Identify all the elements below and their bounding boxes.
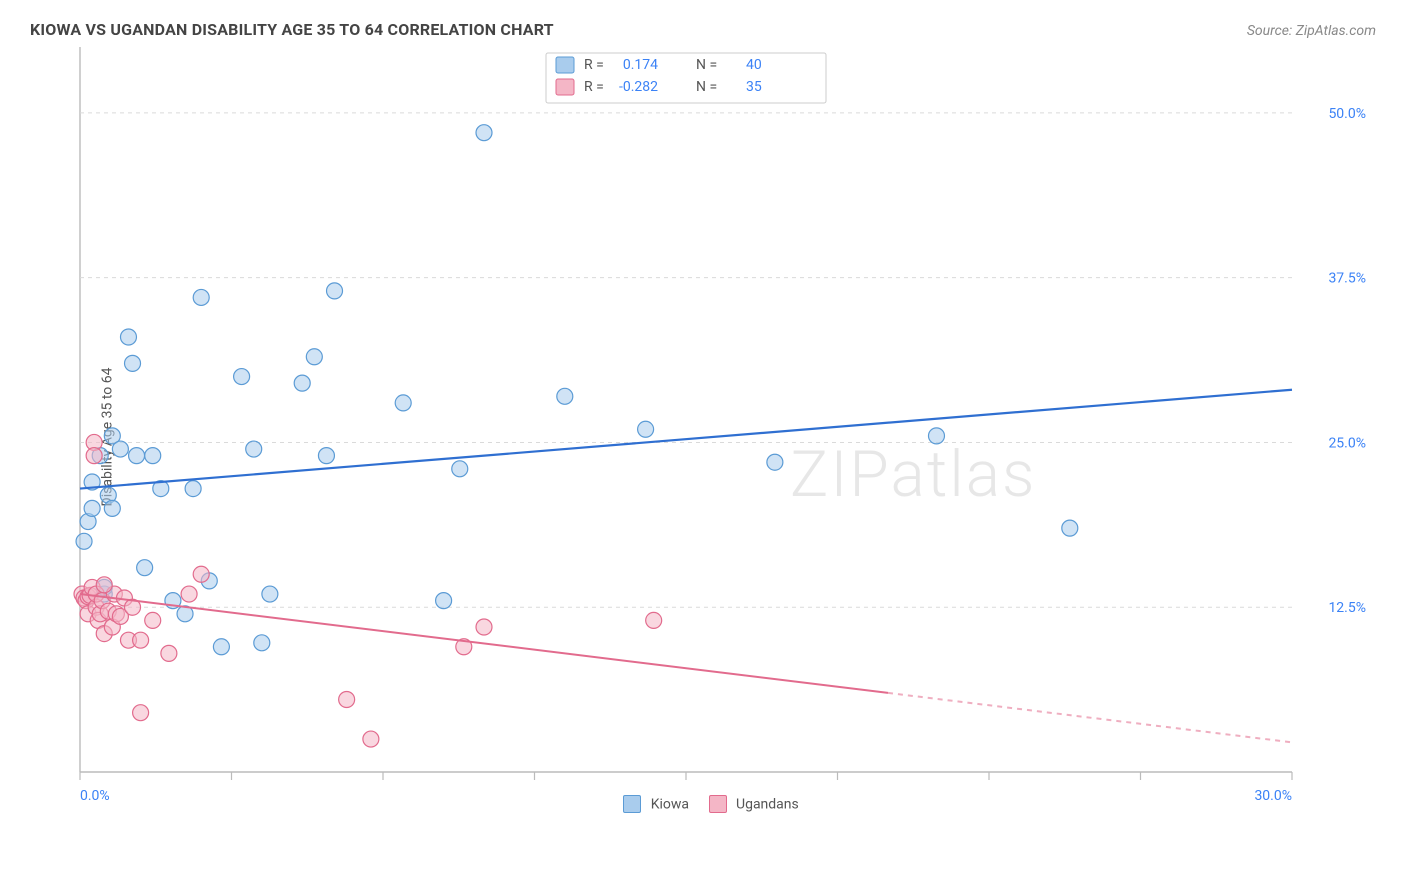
svg-text:R =: R = bbox=[584, 57, 604, 73]
legend-swatch-ugandans bbox=[709, 795, 727, 813]
bottom-legend: Kiowa Ugandans bbox=[30, 795, 1376, 815]
page: KIOWA VS UGANDAN DISABILITY AGE 35 TO 64… bbox=[0, 0, 1406, 892]
svg-text:50.0%: 50.0% bbox=[1328, 106, 1366, 122]
svg-text:37.5%: 37.5% bbox=[1328, 271, 1366, 287]
svg-text:0.174: 0.174 bbox=[623, 57, 658, 73]
chart-header: KIOWA VS UGANDAN DISABILITY AGE 35 TO 64… bbox=[30, 20, 1376, 39]
svg-text:25.0%: 25.0% bbox=[1328, 435, 1366, 451]
svg-text:35: 35 bbox=[746, 79, 762, 95]
svg-text:N =: N = bbox=[696, 57, 717, 73]
legend-label-ugandans: Ugandans bbox=[736, 797, 799, 813]
chart-title: KIOWA VS UGANDAN DISABILITY AGE 35 TO 64… bbox=[30, 20, 554, 39]
svg-text:40: 40 bbox=[746, 57, 762, 73]
legend-swatch-kiowa bbox=[623, 795, 641, 813]
svg-text:12.5%: 12.5% bbox=[1328, 600, 1366, 616]
svg-text:N =: N = bbox=[696, 79, 717, 95]
svg-text:-0.282: -0.282 bbox=[619, 79, 658, 95]
chart-source: Source: ZipAtlas.com bbox=[1247, 23, 1376, 39]
chart-svg: 12.5%25.0%37.5%50.0%0.0%30.0%R =0.174N =… bbox=[72, 47, 1372, 827]
chart-area: Disability Age 35 to 64 ZIPatlas 12.5%25… bbox=[30, 47, 1376, 827]
legend-label-kiowa: Kiowa bbox=[651, 797, 689, 813]
svg-text:R =: R = bbox=[584, 79, 604, 95]
